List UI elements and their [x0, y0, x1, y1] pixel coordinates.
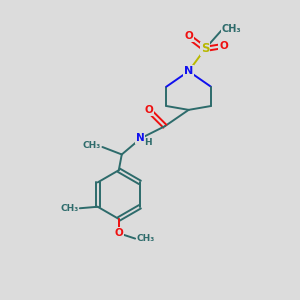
Text: O: O [184, 32, 193, 41]
Text: CH₃: CH₃ [83, 141, 101, 150]
Text: O: O [114, 228, 123, 238]
Text: CH₃: CH₃ [222, 24, 242, 34]
Text: S: S [201, 42, 209, 56]
Text: O: O [145, 105, 154, 115]
Text: CH₃: CH₃ [60, 204, 79, 213]
Text: N: N [184, 66, 193, 76]
Text: O: O [219, 41, 228, 51]
Text: H: H [144, 138, 152, 147]
Text: N: N [136, 133, 144, 143]
Text: CH₃: CH₃ [136, 234, 155, 243]
